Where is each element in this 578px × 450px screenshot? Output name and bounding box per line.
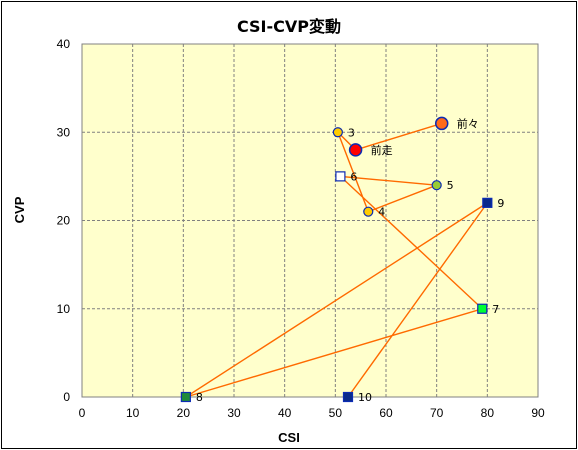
point-label-9: 9 [497, 197, 504, 210]
y-tick-label: 20 [57, 214, 71, 228]
x-tick-label: 0 [79, 406, 86, 420]
point-label-前々: 前々 [457, 116, 479, 130]
x-tick-labels: 0 10 20 30 40 50 60 70 80 90 [79, 406, 545, 420]
x-axis-label: CSI [278, 430, 300, 445]
point-label-5: 5 [447, 179, 454, 192]
point-label-8: 8 [196, 391, 203, 404]
data-point-9 [482, 197, 493, 208]
trajectory-polyline [185, 122, 488, 398]
x-tick-label: 70 [430, 406, 444, 420]
point-label-10: 10 [358, 391, 372, 404]
data-point-3 [332, 127, 343, 138]
data-point-5 [431, 180, 442, 191]
point-label-7: 7 [492, 303, 499, 316]
trajectory-line [185, 122, 488, 398]
y-tick-label: 30 [57, 125, 71, 139]
point-label-前走: 前走 [371, 143, 393, 157]
x-tick-label: 60 [379, 406, 393, 420]
point-label-6: 6 [350, 170, 357, 183]
x-tick-label: 10 [126, 406, 140, 420]
point-label-4: 4 [378, 206, 385, 219]
data-point-6 [335, 171, 346, 182]
y-tick-labels: 0 10 20 30 40 [57, 37, 71, 404]
data-point-10 [342, 391, 354, 403]
plot-border [81, 43, 539, 398]
y-axis-label: CVP [12, 196, 27, 223]
x-tick-label: 30 [227, 406, 241, 420]
x-tick-label: 20 [177, 406, 191, 420]
data-point-7 [477, 303, 488, 314]
x-tick-label: 50 [329, 406, 343, 420]
chart-title: CSI-CVP変動 [237, 17, 341, 36]
data-points [180, 116, 493, 403]
grid-lines [82, 44, 538, 397]
y-tick-label: 10 [57, 302, 71, 316]
y-tick-label: 0 [63, 390, 70, 404]
y-tick-label: 40 [57, 37, 71, 51]
data-point-前走 [348, 143, 363, 157]
x-tick-label: 40 [278, 406, 292, 420]
x-tick-label: 80 [481, 406, 495, 420]
data-point-4 [363, 206, 374, 217]
point-label-3: 3 [348, 126, 355, 139]
x-tick-label: 90 [531, 406, 545, 420]
data-point-前々 [434, 116, 449, 131]
data-point-8 [180, 391, 191, 403]
